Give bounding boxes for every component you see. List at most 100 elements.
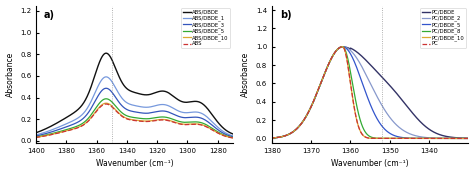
ABS/DBDE_5 <box>208 126 213 128</box>
PC/DBDE_8 <box>431 137 437 140</box>
ABS/DBDE_10 <box>33 136 39 138</box>
ABS/DBDE_1 <box>230 135 236 137</box>
ABS/DBDE_1 <box>208 119 213 121</box>
PC/DBDE <box>273 137 279 139</box>
Line: ABS/DBDE_10: ABS/DBDE_10 <box>36 103 233 138</box>
Y-axis label: Absorbance: Absorbance <box>241 52 250 97</box>
ABS/DBDE <box>37 130 43 132</box>
PC/DBDE_2 <box>269 137 274 139</box>
ABS/DBDE_3 <box>196 116 201 118</box>
ABS/DBDE_1 <box>196 111 201 113</box>
X-axis label: Wavenumber (cm⁻¹): Wavenumber (cm⁻¹) <box>96 159 173 168</box>
Line: PC/DBDE_8: PC/DBDE_8 <box>272 47 468 139</box>
PC <box>269 137 274 139</box>
PC/DBDE_10 <box>431 137 437 140</box>
Line: PC/DBDE_2: PC/DBDE_2 <box>272 47 468 139</box>
PC <box>390 137 396 140</box>
ABS/DBDE <box>146 94 152 96</box>
PC/DBDE_8 <box>465 137 471 140</box>
ABS/DBDE <box>208 111 213 113</box>
PC/DBDE_5 <box>443 137 449 140</box>
ABS/DBDE_10 <box>37 136 43 138</box>
ABS/DBDE_1 <box>103 76 109 78</box>
Line: ABS: ABS <box>36 104 233 138</box>
Legend: PC/DBDE, PC/DBDE_2, PC/DBDE_5, PC/DBDE_8, PC/DBDE_10, PC: PC/DBDE, PC/DBDE_2, PC/DBDE_5, PC/DBDE_8… <box>420 8 466 48</box>
PC/DBDE_2 <box>465 137 471 140</box>
ABS/DBDE_1 <box>58 125 64 127</box>
ABS/DBDE <box>196 101 201 103</box>
ABS/DBDE_3 <box>208 123 213 125</box>
PC/DBDE_10 <box>269 137 274 139</box>
PC/DBDE_8 <box>382 137 387 140</box>
PC/DBDE_5 <box>269 137 274 139</box>
ABS <box>146 120 152 122</box>
ABS <box>58 131 64 133</box>
ABS/DBDE_1 <box>146 106 152 108</box>
ABS/DBDE_3 <box>103 87 109 89</box>
ABS <box>33 136 39 139</box>
PC/DBDE_2 <box>431 137 437 139</box>
PC/DBDE_5 <box>273 137 279 139</box>
Line: PC/DBDE_10: PC/DBDE_10 <box>272 47 468 139</box>
ABS/DBDE_5 <box>58 130 64 132</box>
ABS/DBDE_5 <box>155 116 160 118</box>
PC/DBDE_5 <box>390 134 396 136</box>
PC/DBDE_2 <box>390 120 396 122</box>
ABS/DBDE_1 <box>155 104 160 106</box>
Line: PC/DBDE: PC/DBDE <box>272 47 468 138</box>
PC/DBDE <box>340 46 346 48</box>
Line: ABS/DBDE_5: ABS/DBDE_5 <box>36 99 233 137</box>
PC/DBDE <box>465 137 471 139</box>
PC/DBDE_2 <box>273 137 279 139</box>
ABS/DBDE_5 <box>33 136 39 138</box>
PC <box>431 137 437 140</box>
ABS/DBDE_5 <box>37 135 43 137</box>
ABS/DBDE_3 <box>146 112 152 114</box>
PC/DBDE_10 <box>294 128 300 130</box>
ABS/DBDE_10 <box>208 128 213 130</box>
Text: a): a) <box>44 10 55 20</box>
ABS <box>230 137 236 139</box>
ABS/DBDE <box>155 91 160 93</box>
Line: ABS/DBDE_3: ABS/DBDE_3 <box>36 88 233 137</box>
PC <box>443 137 449 140</box>
ABS/DBDE_3 <box>37 134 43 136</box>
PC/DBDE_5 <box>294 128 300 130</box>
PC/DBDE_10 <box>273 137 279 139</box>
ABS/DBDE_5 <box>196 121 201 123</box>
PC/DBDE_5 <box>340 46 346 48</box>
PC <box>273 137 279 139</box>
X-axis label: Wavenumber (cm⁻¹): Wavenumber (cm⁻¹) <box>331 159 409 168</box>
ABS/DBDE_5 <box>230 136 236 139</box>
PC/DBDE_8 <box>340 46 346 48</box>
ABS/DBDE <box>33 132 39 134</box>
ABS/DBDE_5 <box>103 98 109 100</box>
PC/DBDE_2 <box>443 137 449 139</box>
Line: ABS/DBDE_1: ABS/DBDE_1 <box>36 77 233 136</box>
PC/DBDE_5 <box>465 137 471 140</box>
Legend: ABS/DBDE, ABS/DBDE_1, ABS/DBDE_3, ABS/DBDE_5, ABS/DBDE_10, ABS: ABS/DBDE, ABS/DBDE_1, ABS/DBDE_3, ABS/DB… <box>181 8 230 48</box>
ABS/DBDE_10 <box>58 131 64 133</box>
Line: PC/DBDE_5: PC/DBDE_5 <box>272 47 468 139</box>
PC/DBDE_5 <box>431 137 437 140</box>
Line: ABS/DBDE: ABS/DBDE <box>36 53 233 134</box>
ABS <box>155 119 160 121</box>
PC/DBDE_10 <box>443 137 449 140</box>
ABS <box>103 103 109 105</box>
PC/DBDE_8 <box>294 128 300 130</box>
PC <box>340 46 346 48</box>
PC/DBDE_2 <box>294 128 300 130</box>
ABS/DBDE_10 <box>230 137 236 139</box>
ABS/DBDE_1 <box>33 134 39 136</box>
ABS/DBDE <box>103 52 109 54</box>
ABS/DBDE_3 <box>230 136 236 138</box>
PC/DBDE <box>390 88 396 90</box>
PC/DBDE <box>269 137 274 139</box>
PC <box>465 137 471 140</box>
PC/DBDE_8 <box>390 137 396 140</box>
Text: b): b) <box>280 10 292 20</box>
ABS/DBDE_10 <box>196 123 201 125</box>
ABS/DBDE <box>58 120 64 122</box>
PC/DBDE_2 <box>340 46 346 48</box>
ABS/DBDE_5 <box>146 118 152 120</box>
